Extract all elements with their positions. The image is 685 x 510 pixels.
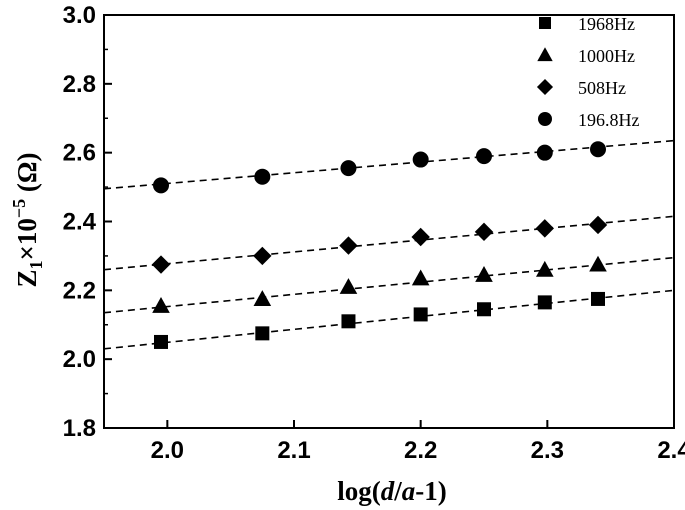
y-axis-title-sub: 1 xyxy=(26,261,46,270)
data-point-diamond xyxy=(535,219,554,238)
legend-marker-square xyxy=(539,17,551,29)
y-axis-title-z: Z xyxy=(12,270,42,288)
x-axis-title-pre: log( xyxy=(337,476,381,506)
data-point-circle xyxy=(340,160,357,177)
y-tick-label: 2.6 xyxy=(63,140,96,167)
data-point-circle xyxy=(536,144,553,161)
y-axis-title-mid: ×10 xyxy=(12,218,42,260)
data-point-triangle xyxy=(152,297,170,313)
legend-marker-triangle xyxy=(537,47,553,62)
data-point-diamond xyxy=(588,215,608,235)
legend-marker-diamond xyxy=(536,78,554,96)
axis-ticks-layer: 1.8 2.0 2.2 2.4 2.6 2.8 3.0 2.0 2.1 2.2 2.3 2.4 xyxy=(63,2,685,464)
data-point-square xyxy=(154,334,168,349)
legend-marker-circle xyxy=(538,112,552,126)
y-tick-label: 2.4 xyxy=(63,209,97,236)
data-point-triangle xyxy=(253,290,272,306)
legend: 1968Hz 1000Hz 508Hz 196.8Hz xyxy=(536,14,640,130)
data-point-triangle xyxy=(536,260,554,277)
data-point-circle xyxy=(153,177,169,194)
data-point-circle xyxy=(590,141,606,158)
fit-line xyxy=(103,215,675,271)
plot-frame xyxy=(103,14,675,429)
y-tick-label: 2.2 xyxy=(63,277,96,304)
fit-line xyxy=(103,256,675,314)
legend-label: 1968Hz xyxy=(578,14,635,34)
data-point-triangle xyxy=(589,255,607,272)
fit-lines-layer xyxy=(103,139,675,350)
x-tick-label: 2.3 xyxy=(531,437,564,464)
legend-label: 508Hz xyxy=(578,78,626,98)
x-axis-title-post: -1) xyxy=(415,476,446,506)
data-point-triangle xyxy=(339,278,358,294)
data-point-diamond xyxy=(474,222,494,242)
y-tick-label: 2.8 xyxy=(63,71,96,98)
y-axis-title-unit: (Ω) xyxy=(12,152,42,198)
y-axis-title-sup: −5 xyxy=(9,199,29,218)
y-tick-label: 2.0 xyxy=(63,346,96,373)
data-point-triangle xyxy=(475,266,493,282)
legend-label: 1000Hz xyxy=(578,46,635,66)
data-point-triangle xyxy=(411,269,430,286)
data-point-diamond xyxy=(411,227,430,247)
fit-line xyxy=(103,139,675,190)
x-axis-title: log(d/a-1) xyxy=(337,476,447,506)
data-point-square xyxy=(341,314,356,329)
data-point-circle xyxy=(254,168,271,185)
data-markers-layer xyxy=(151,141,608,349)
data-point-circle xyxy=(412,151,429,168)
data-point-diamond xyxy=(151,255,171,274)
x-axis-title-slash: / xyxy=(393,476,402,506)
data-point-square xyxy=(477,302,491,317)
x-axis-title-d: d xyxy=(381,476,395,506)
x-tick-label: 2.2 xyxy=(404,437,437,464)
data-point-diamond xyxy=(339,236,358,255)
data-point-square xyxy=(255,326,270,341)
x-tick-label: 2.4 xyxy=(657,437,685,464)
data-point-square xyxy=(413,307,428,322)
data-point-circle xyxy=(476,148,492,165)
legend-label: 196.8Hz xyxy=(578,110,640,130)
x-tick-label: 2.1 xyxy=(277,437,310,464)
data-point-square xyxy=(537,295,552,310)
x-tick-label: 2.0 xyxy=(151,437,184,464)
data-point-diamond xyxy=(253,246,272,266)
y-tick-label: 3.0 xyxy=(63,2,96,29)
y-axis-title: Z1×10−5 (Ω) xyxy=(9,152,46,287)
fit-line xyxy=(103,289,675,350)
y-tick-label: 1.8 xyxy=(63,415,96,442)
data-point-square xyxy=(591,291,605,306)
x-axis-title-a: a xyxy=(402,476,416,506)
